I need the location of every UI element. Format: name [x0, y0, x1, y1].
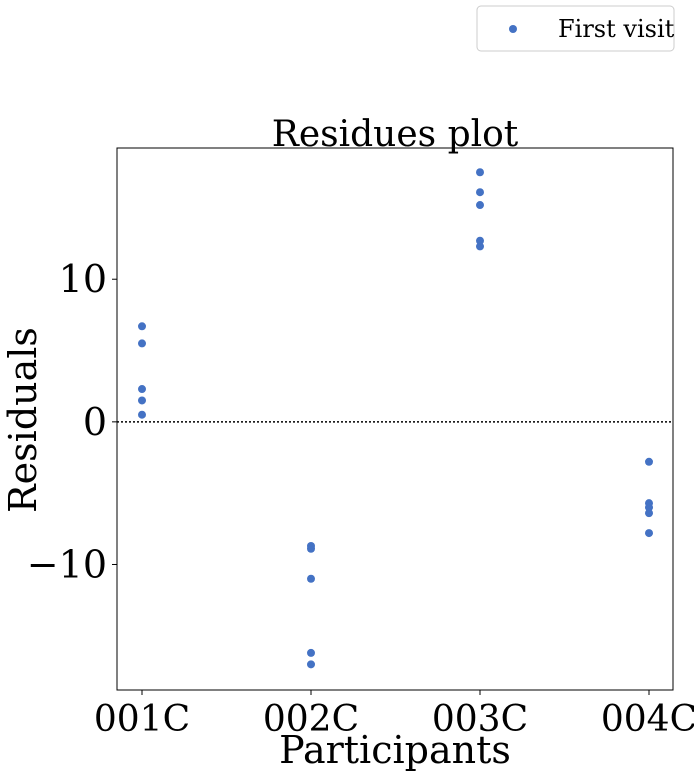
plot-area-frame: [116, 147, 674, 691]
data-point: [645, 503, 653, 512]
y-tick-label: 10: [59, 257, 107, 301]
y-axis-label: Residuals: [1, 327, 45, 513]
data-point: [645, 457, 653, 466]
scatter-points: [138, 168, 653, 669]
y-tick-label: −10: [27, 542, 107, 586]
x-tick-label: 001C: [94, 699, 190, 740]
data-point: [138, 322, 146, 331]
data-point: [476, 201, 484, 210]
x-axis-label: Participants: [279, 728, 511, 772]
data-point: [138, 339, 146, 348]
legend: First visit: [476, 5, 675, 52]
chart-title: Residues plot: [272, 114, 519, 155]
data-point: [476, 168, 484, 177]
data-point: [476, 242, 484, 251]
data-point: [307, 544, 315, 553]
data-point: [476, 236, 484, 245]
legend-marker: [509, 25, 517, 33]
x-tick-label: 002C: [263, 699, 359, 740]
legend-label: First visit: [558, 15, 675, 43]
y-tick-label: 0: [83, 400, 107, 444]
data-point: [307, 574, 315, 583]
data-point: [476, 188, 484, 197]
data-point: [645, 529, 653, 538]
data-point: [138, 410, 146, 419]
data-point: [645, 509, 653, 518]
x-tick-label: 004C: [601, 699, 694, 740]
data-point: [138, 385, 146, 394]
data-point: [138, 396, 146, 405]
legend-box: [476, 5, 675, 52]
data-point: [307, 648, 315, 657]
data-point: [307, 660, 315, 669]
axis-ticks: −10 0 10 001C 002C 003C 004C: [27, 257, 694, 740]
x-tick-label: 003C: [432, 699, 528, 740]
